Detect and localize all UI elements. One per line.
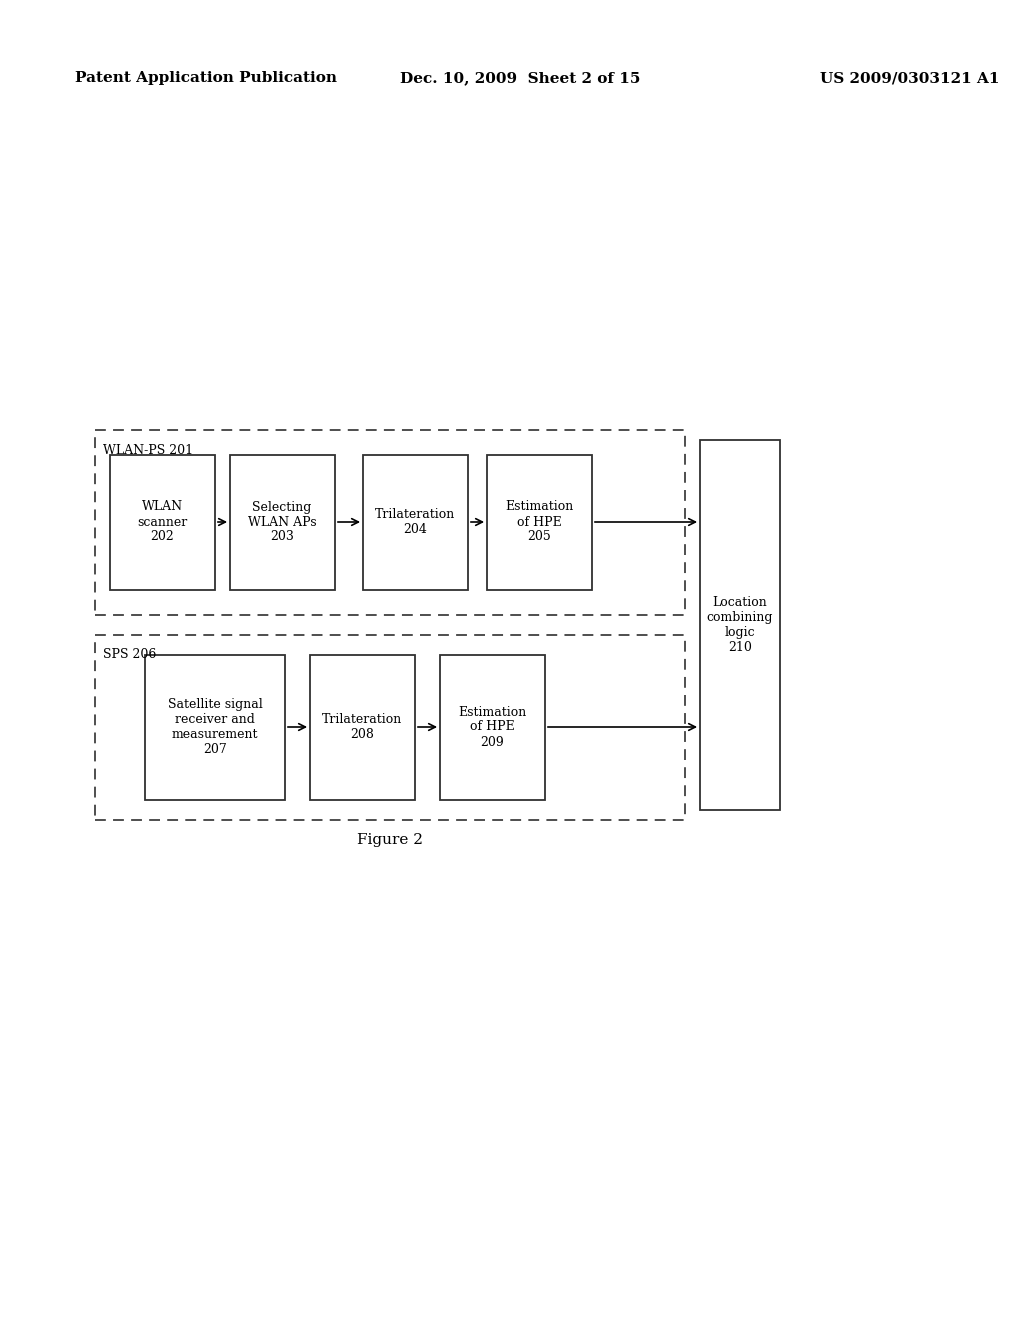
- Text: WLAN-PS 201: WLAN-PS 201: [103, 444, 194, 457]
- Text: Estimation
of HPE
205: Estimation of HPE 205: [505, 500, 573, 544]
- Bar: [145, 655, 285, 800]
- Bar: [310, 655, 415, 800]
- Bar: [110, 455, 215, 590]
- Bar: [230, 455, 335, 590]
- Text: Dec. 10, 2009  Sheet 2 of 15: Dec. 10, 2009 Sheet 2 of 15: [400, 71, 640, 84]
- Bar: [95, 635, 685, 820]
- Text: Figure 2: Figure 2: [357, 833, 423, 847]
- Text: Patent Application Publication: Patent Application Publication: [75, 71, 337, 84]
- Text: US 2009/0303121 A1: US 2009/0303121 A1: [820, 71, 999, 84]
- Text: WLAN
scanner
202: WLAN scanner 202: [137, 500, 187, 544]
- Text: SPS 206: SPS 206: [103, 648, 157, 661]
- Text: Trilateration
208: Trilateration 208: [322, 713, 402, 741]
- Bar: [362, 455, 468, 590]
- Text: Trilateration
204: Trilateration 204: [375, 508, 455, 536]
- Bar: [440, 655, 545, 800]
- Text: Satellite signal
receiver and
measurement
207: Satellite signal receiver and measuremen…: [168, 698, 262, 756]
- Bar: [700, 440, 780, 810]
- Bar: [487, 455, 592, 590]
- Text: Estimation
of HPE
209: Estimation of HPE 209: [458, 705, 526, 748]
- Bar: [95, 430, 685, 615]
- Text: Location
combining
logic
210: Location combining logic 210: [707, 597, 773, 653]
- Text: Selecting
WLAN APs
203: Selecting WLAN APs 203: [248, 500, 316, 544]
